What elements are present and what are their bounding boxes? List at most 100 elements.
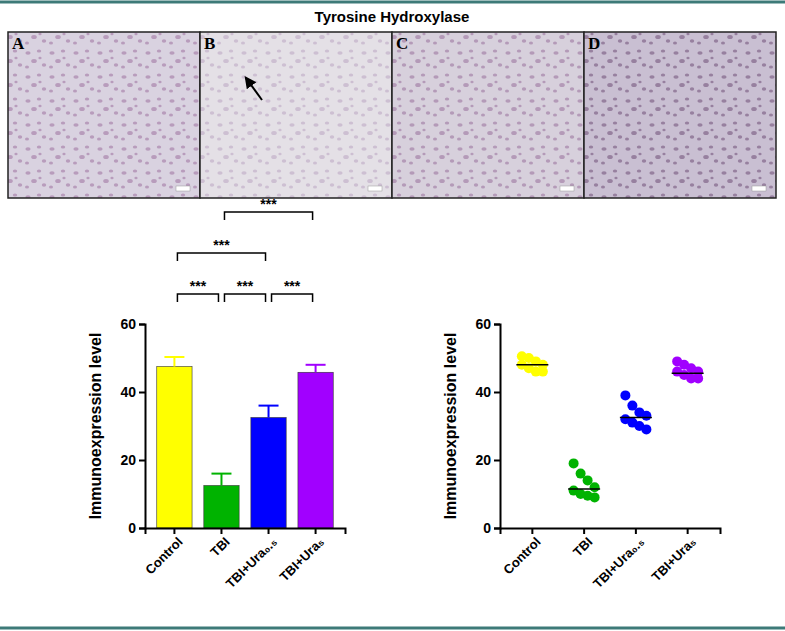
error-bar-cap xyxy=(306,364,326,366)
point xyxy=(641,424,651,434)
tick-label: 60 xyxy=(120,316,136,332)
tick: TBI xyxy=(207,528,232,560)
y-axis: 0 20 40 60 xyxy=(475,316,500,536)
plot-area xyxy=(157,357,333,528)
error-bar xyxy=(211,474,231,486)
scale-bar xyxy=(176,186,190,191)
chart-bar: ***************0204060ControlTBITBI+Ura₀… xyxy=(87,196,346,591)
arrow xyxy=(246,78,262,100)
tick-mark xyxy=(494,324,500,326)
figure: Tyrosine Hydroxylase A B C D *** *** *** *** *** 0… xyxy=(0,0,785,631)
tick-label: TBI xyxy=(207,534,232,559)
tick: 0 xyxy=(483,520,500,536)
point xyxy=(641,411,651,421)
bar xyxy=(204,486,239,529)
tick-mark xyxy=(139,528,145,530)
significance-bracket xyxy=(224,212,312,220)
tick: TBI+Ura₅ xyxy=(649,528,699,584)
median-line xyxy=(620,417,652,419)
plot-area xyxy=(516,351,703,502)
frame-line xyxy=(0,1,785,4)
x-axis: Control TBITBI+Ura₀.₅TBI+Ura₅ xyxy=(142,528,345,591)
tick: 60 xyxy=(120,316,145,332)
axis-line xyxy=(139,325,146,529)
x-axis: Control TBITBI+Ura₀.₅TBI+Ura₅ xyxy=(500,528,720,591)
significance-label: *** xyxy=(213,237,230,253)
tick: 20 xyxy=(475,452,500,468)
tick-label: Control xyxy=(500,534,543,577)
tick-label: TBI+Ura₀.₅ xyxy=(223,534,280,591)
y-axis: 0204060 xyxy=(120,316,145,536)
axis-title: Immunoexpression level xyxy=(87,333,104,520)
error-bar xyxy=(164,357,184,367)
tick-label: TBI+Ura₅ xyxy=(649,534,699,584)
axis-line xyxy=(494,325,501,529)
tick-mark xyxy=(635,528,637,534)
tick-mark xyxy=(139,392,145,394)
tick: TBI+Ura₀.₅ xyxy=(223,528,280,591)
tick: TBI+Ura₀.₅ xyxy=(590,528,647,591)
significance-bracket xyxy=(177,253,265,261)
tick-mark xyxy=(583,528,585,534)
tick: 40 xyxy=(475,384,500,400)
bar xyxy=(157,367,192,529)
significance-label: *** xyxy=(260,196,277,212)
micrograph xyxy=(584,32,776,198)
median-line xyxy=(568,488,600,490)
point xyxy=(620,390,630,400)
tick-mark xyxy=(531,528,533,534)
error-bar xyxy=(306,365,326,372)
tick: TBI+Ura₅ xyxy=(277,528,327,584)
tick-label: TBI+Ura₀.₅ xyxy=(590,534,647,591)
micrograph xyxy=(8,32,200,198)
scale-bar xyxy=(368,186,382,191)
scale-bar xyxy=(560,186,574,191)
tick: TBI xyxy=(570,528,595,560)
significance-label: *** xyxy=(190,278,207,294)
frame-line xyxy=(0,627,785,630)
bar xyxy=(251,418,286,529)
significance-label: *** xyxy=(284,278,301,294)
tick-mark xyxy=(139,324,145,326)
error-bar-cap xyxy=(259,405,279,407)
panel-label: C xyxy=(396,34,408,53)
tick-label: 40 xyxy=(475,384,491,400)
axis-line xyxy=(146,529,346,535)
significance-bracket xyxy=(224,294,265,302)
point xyxy=(693,373,703,383)
point xyxy=(590,482,600,492)
chart-scatter: 0204060ControlTBITBI+Ura₀.₅TBI+Ura₅Immun… xyxy=(442,316,721,591)
tick: 60 xyxy=(475,316,500,332)
significance-bracket xyxy=(177,294,218,302)
tick-mark xyxy=(315,528,317,534)
point xyxy=(569,458,579,468)
tick: Control xyxy=(142,528,185,577)
axis-line xyxy=(501,529,721,535)
tick-label: TBI xyxy=(570,534,595,559)
tick-label: 40 xyxy=(120,384,136,400)
tick-mark xyxy=(494,528,500,530)
panel-label: A xyxy=(12,34,25,53)
tick-label: 20 xyxy=(475,452,491,468)
tick: Control xyxy=(500,528,543,577)
tick-mark xyxy=(494,460,500,462)
tick-mark xyxy=(220,528,222,534)
median-line xyxy=(672,373,704,375)
bar xyxy=(298,372,333,528)
error-bar-cap xyxy=(211,473,231,475)
significance-label: *** xyxy=(237,278,254,294)
panel-label: D xyxy=(588,34,600,53)
scale-bar xyxy=(752,186,766,191)
error-bar-cap xyxy=(164,356,184,358)
panel-label: B xyxy=(204,34,215,53)
tick-label: 20 xyxy=(120,452,136,468)
tick-mark xyxy=(268,528,270,534)
tick-label: 60 xyxy=(475,316,491,332)
figure-title: Tyrosine Hydroxylase xyxy=(315,8,470,25)
tick-mark xyxy=(494,392,500,394)
error-bar-stem xyxy=(268,406,270,418)
significance-bracket xyxy=(272,294,313,302)
error-bar-stem xyxy=(220,474,222,486)
tick-label: Control xyxy=(142,534,185,577)
point xyxy=(590,492,600,502)
